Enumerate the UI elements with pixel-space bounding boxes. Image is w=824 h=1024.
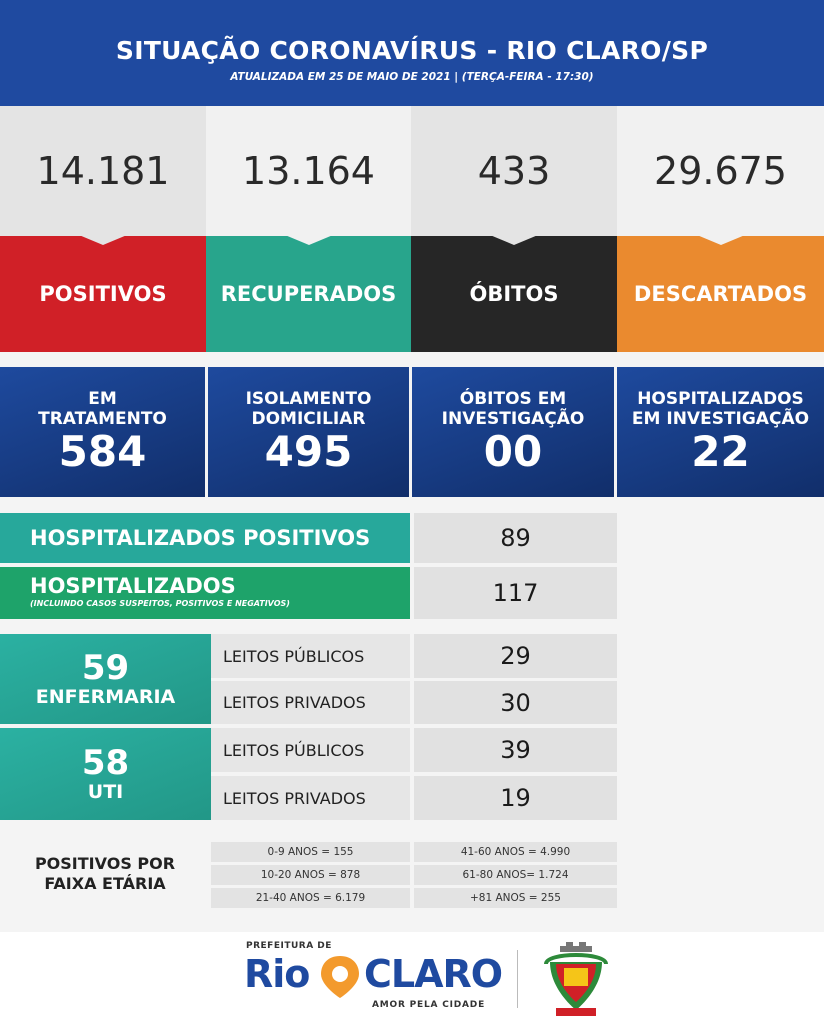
enfermaria-privados-value-box: 30	[414, 681, 617, 724]
hospitalizados-label-box: HOSPITALIZADOS (INCLUINDO CASOS SUSPEITO…	[0, 567, 410, 619]
isolamento-domiciliar-box: ISOLAMENTO DOMICILIAR 495	[208, 367, 409, 497]
update-subtitle: ATUALIZADA EM 25 DE MAIO DE 2021 | (TERÇ…	[230, 71, 594, 83]
obitos-investigacao-label-2: INVESTIGAÇÃO	[441, 409, 585, 429]
enfermaria-publicos-label: LEITOS PÚBLICOS	[223, 646, 365, 666]
age-0-9: 0-9 ANOS = 155	[267, 846, 354, 858]
hospitalizados-investigacao-box: HOSPITALIZADOS EM INVESTIGAÇÃO 22	[617, 367, 824, 497]
hospitalizados-value: 117	[492, 579, 539, 607]
page-title: SITUAÇÃO CORONAVÍRUS - RIO CLARO/SP	[115, 36, 709, 65]
enfermaria-total: 59	[81, 648, 130, 688]
hospitalizados-positivos-value: 89	[500, 524, 531, 552]
age-21-40: 21-40 ANOS = 6.179	[255, 892, 366, 904]
age-cell: 61-80 ANOS= 1.724	[414, 865, 617, 885]
recuperados-label: RECUPERADOS	[220, 282, 397, 306]
uti-privados-label: LEITOS PRIVADOS	[223, 788, 366, 808]
isolamento-label-1: ISOLAMENTO	[245, 389, 372, 409]
enfermaria-publicos-label-box: LEITOS PÚBLICOS	[211, 634, 410, 678]
age-41-60: 41-60 ANOS = 4.990	[460, 846, 571, 858]
enfermaria-privados-label-box: LEITOS PRIVADOS	[211, 681, 410, 724]
hospitalizados-positivos-label: HOSPITALIZADOS POSITIVOS	[30, 526, 371, 550]
obitos-investigacao-box: ÓBITOS EM INVESTIGAÇÃO 00	[412, 367, 614, 497]
age-cell: 41-60 ANOS = 4.990	[414, 842, 617, 862]
uti-privados-value: 19	[500, 784, 531, 812]
logo-rio: Rio	[244, 952, 310, 996]
footer-divider	[517, 950, 518, 1008]
descartados-value: 29.675	[654, 149, 787, 193]
hospitalizados-note: (INCLUINDO CASOS SUSPEITOS, POSITIVOS E …	[30, 599, 290, 608]
age-81-plus: +81 ANOS = 255	[470, 892, 561, 904]
age-10-20: 10-20 ANOS = 878	[260, 869, 361, 881]
enfermaria-privados-label: LEITOS PRIVADOS	[223, 693, 366, 712]
uti-privados-value-box: 19	[414, 776, 617, 820]
obitos-investigacao-label-1: ÓBITOS EM	[459, 389, 567, 409]
descartados-label-box: DESCARTADOS	[617, 235, 824, 352]
obitos-value: 433	[477, 149, 551, 193]
logo-claro: CLARO	[364, 952, 503, 996]
obitos-label-box: ÓBITOS	[411, 235, 617, 352]
uti-publicos-label-box: LEITOS PÚBLICOS	[211, 728, 410, 772]
uti-privados-label-box: LEITOS PRIVADOS	[211, 776, 410, 820]
prefeitura-text: PREFEITURA DE	[246, 941, 332, 951]
age-cell: 10-20 ANOS = 878	[211, 865, 410, 885]
enfermaria-publicos-value-box: 29	[414, 634, 617, 678]
em-tratamento-label-2: TRATAMENTO	[38, 409, 167, 429]
enfermaria-label: ENFERMARIA	[35, 686, 176, 708]
descartados-label: DESCARTADOS	[633, 282, 808, 306]
enfermaria-publicos-value: 29	[500, 642, 531, 670]
uti-total: 58	[81, 743, 130, 783]
recuperados-label-box: RECUPERADOS	[206, 235, 411, 352]
notch-arrow	[696, 235, 745, 245]
uti-publicos-value: 39	[500, 736, 531, 764]
uti-label: UTI	[87, 781, 124, 803]
isolamento-value: 495	[264, 427, 353, 476]
notch-arrow	[284, 235, 333, 245]
logo-pin-icon	[321, 956, 359, 998]
age-cell: 21-40 ANOS = 6.179	[211, 888, 410, 908]
age-cell: 0-9 ANOS = 155	[211, 842, 410, 862]
age-cell: +81 ANOS = 255	[414, 888, 617, 908]
age-61-80: 61-80 ANOS= 1.724	[462, 869, 569, 881]
uti-box: 58 UTI	[0, 728, 211, 820]
uti-publicos-value-box: 39	[414, 728, 617, 772]
descartados-value-box: 29.675	[617, 106, 824, 236]
obitos-value-box: 433	[411, 106, 617, 236]
positivos-label: POSITIVOS	[39, 282, 167, 306]
positivos-value: 14.181	[36, 149, 170, 193]
em-tratamento-value: 584	[58, 427, 147, 476]
city-coat-of-arms-icon	[544, 942, 608, 1016]
notch-arrow	[490, 235, 538, 245]
hospitalizados-label: HOSPITALIZADOS	[30, 574, 236, 598]
obitos-label: ÓBITOS	[469, 282, 559, 306]
faixa-etaria-title-2: FAIXA ETÁRIA	[44, 874, 166, 893]
header: SITUAÇÃO CORONAVÍRUS - RIO CLARO/SP ATUA…	[0, 0, 824, 106]
hospitalizados-positivos-label-box: HOSPITALIZADOS POSITIVOS	[0, 513, 410, 563]
footer: PREFEITURA DE Rio CLARO AMOR PELA CIDADE	[0, 932, 824, 1024]
uti-publicos-label: LEITOS PÚBLICOS	[223, 740, 365, 760]
isolamento-label-2: DOMICILIAR	[251, 409, 366, 429]
faixa-etaria-title: POSITIVOS POR FAIXA ETÁRIA	[10, 852, 200, 896]
recuperados-value-box: 13.164	[206, 106, 411, 236]
enfermaria-privados-value: 30	[500, 688, 531, 717]
hospitalizados-positivos-value-box: 89	[414, 513, 617, 563]
em-tratamento-box: EM TRATAMENTO 584	[0, 367, 205, 497]
recuperados-value: 13.164	[242, 149, 375, 193]
notch-arrow	[79, 235, 127, 245]
slogan-text: AMOR PELA CIDADE	[372, 1000, 486, 1010]
hospitalizados-investigacao-label-1: HOSPITALIZADOS	[637, 389, 804, 409]
hospitalizados-investigacao-label-2: EM INVESTIGAÇÃO	[631, 409, 810, 429]
hospitalizados-value-box: 117	[414, 567, 617, 619]
positivos-label-box: POSITIVOS	[0, 235, 206, 352]
obitos-investigacao-value: 00	[483, 427, 543, 476]
faixa-etaria-title-1: POSITIVOS POR	[34, 854, 176, 873]
hospitalizados-investigacao-value: 22	[691, 427, 750, 476]
em-tratamento-label-1: EM	[88, 389, 117, 409]
positivos-value-box: 14.181	[0, 106, 206, 236]
enfermaria-box: 59 ENFERMARIA	[0, 634, 211, 724]
